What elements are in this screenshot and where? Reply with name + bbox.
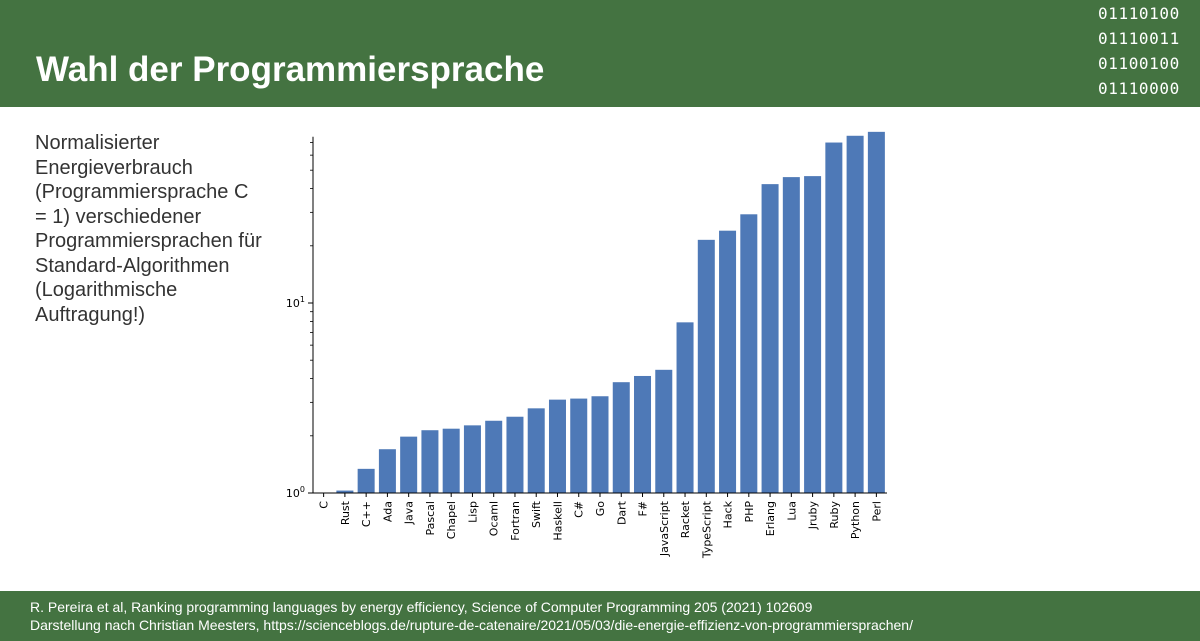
bar-swift: [527, 408, 545, 493]
x-tick-label-pascal: Pascal: [424, 501, 437, 535]
x-tick-label-php: PHP: [743, 501, 756, 523]
x-tick-label-f#: F#: [637, 501, 650, 517]
bar-go: [591, 396, 609, 493]
x-tick-label-swift: Swift: [530, 500, 543, 528]
x-tick-label-python: Python: [849, 501, 862, 539]
binary-line: 01110000: [1098, 79, 1180, 98]
bar-lisp: [463, 425, 481, 493]
x-tick-label-go: Go: [594, 501, 607, 517]
x-tick-label-jruby: Jruby: [807, 501, 820, 531]
x-tick-label-lisp: Lisp: [466, 501, 479, 523]
x-tick-label-ruby: Ruby: [828, 501, 841, 529]
x-tick-label-typescript: TypeScript: [700, 500, 713, 559]
citation-text: R. Pereira et al, Ranking programming la…: [30, 599, 813, 615]
binary-line: 01100100: [1098, 54, 1180, 73]
bar-pascal: [421, 430, 439, 493]
bar-jruby: [804, 176, 822, 494]
page-title: Wahl der Programmiersprache: [36, 50, 545, 89]
x-tick-label-fortran: Fortran: [509, 501, 522, 541]
bar-c++: [357, 468, 375, 493]
bar-chapel: [442, 428, 460, 493]
bar-typescript: [697, 239, 715, 493]
x-tick-label-erlang: Erlang: [764, 501, 777, 536]
x-tick-label-racket: Racket: [679, 500, 692, 538]
binary-line: 01110011: [1098, 29, 1180, 48]
bar-perl: [867, 131, 885, 493]
bar-ruby: [825, 142, 843, 493]
bar-erlang: [761, 184, 779, 493]
y-tick-label: 101: [286, 295, 305, 310]
x-tick-label-java: Java: [403, 501, 416, 525]
chart-description: Normalisierter Energieverbrauch (Program…: [35, 132, 262, 326]
x-tick-label-c#: C#: [573, 501, 586, 518]
source-credit-text: Darstellung nach Christian Meesters, htt…: [30, 617, 913, 633]
x-tick-label-perl: Perl: [870, 501, 883, 522]
x-tick-label-hack: Hack: [722, 500, 735, 528]
bar-lua: [782, 177, 800, 494]
x-tick-label-haskell: Haskell: [551, 501, 564, 541]
bar-fortran: [506, 416, 524, 493]
bar-python: [846, 135, 864, 493]
x-tick-label-ada: Ada: [381, 501, 394, 522]
binary-code-logo: 01110100 01110011 01100100 01110000: [1098, 1, 1200, 101]
bar-hack: [719, 230, 737, 493]
x-tick-label-c: C: [318, 501, 331, 509]
bar-f#: [634, 375, 652, 493]
x-tick-label-chapel: Chapel: [445, 501, 458, 539]
bar-haskell: [548, 399, 566, 493]
x-tick-label-javascript: JavaScript: [658, 500, 671, 557]
bar-java: [400, 436, 418, 493]
bar-dart: [612, 382, 630, 493]
x-tick-label-ocaml: Ocaml: [488, 501, 501, 536]
energy-bar-chart: 100 101 C Rust C++ Ada Java Pascal Chapel Lisp Oca…: [286, 131, 887, 559]
x-tick-label-lua: Lua: [785, 501, 798, 521]
y-tick-label: 100: [286, 485, 305, 500]
bar-php: [740, 214, 758, 493]
bar-racket: [676, 322, 694, 493]
bar-ada: [378, 449, 396, 493]
bar-rust: [336, 490, 354, 493]
x-tick-label-dart: Dart: [615, 500, 628, 525]
header-bar: Wahl der Programmiersprache 01110100 011…: [0, 0, 1200, 107]
binary-line: 01110100: [1098, 4, 1180, 23]
bar-ocaml: [485, 420, 503, 493]
x-tick-label-rust: Rust: [339, 500, 352, 525]
bar-c#: [570, 398, 588, 493]
footer-bar: R. Pereira et al, Ranking programming la…: [0, 591, 1200, 641]
bar-javascript: [655, 369, 673, 493]
x-tick-label-c++: C++: [360, 501, 373, 527]
